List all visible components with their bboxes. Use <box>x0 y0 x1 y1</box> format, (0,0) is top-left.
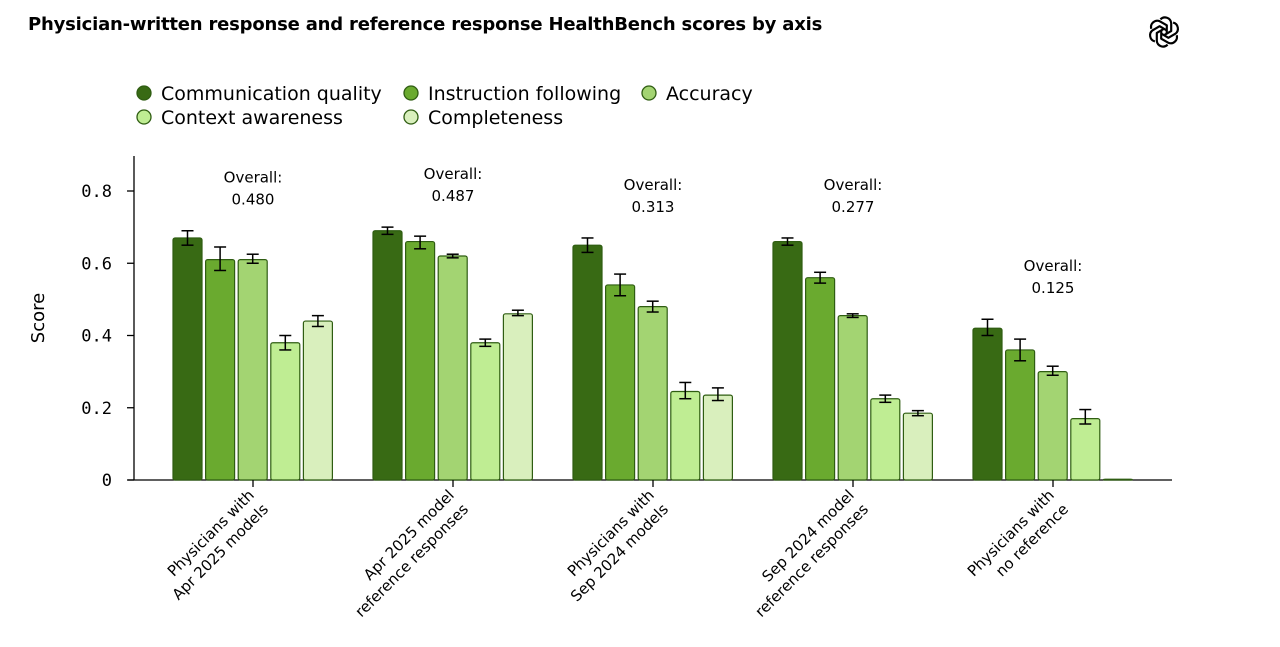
y-tick-label: 0.8 <box>81 182 112 202</box>
bar <box>206 260 235 480</box>
overall-value: 0.480 <box>232 191 275 209</box>
bar <box>671 391 700 480</box>
legend-label: Accuracy <box>666 83 753 105</box>
bar <box>638 307 667 480</box>
overall-annotation: Overall: 0.277 <box>824 176 883 216</box>
bar <box>806 278 835 480</box>
overall-label: Overall: <box>424 165 483 183</box>
legend-item: Context awareness <box>137 107 343 129</box>
legend-item: Instruction following <box>404 83 621 105</box>
legend-swatch <box>642 86 656 100</box>
overall-label: Overall: <box>824 176 883 194</box>
overall-annotation: Overall: 0.125 <box>1024 257 1083 297</box>
legend-swatch <box>137 86 151 100</box>
bar <box>573 245 602 480</box>
overall-annotation: Overall: 0.480 <box>224 169 283 209</box>
overall-value: 0.487 <box>432 187 475 205</box>
legend-item: Accuracy <box>642 83 753 105</box>
legend-swatch <box>404 86 418 100</box>
bar <box>238 260 267 480</box>
overall-label: Overall: <box>1024 257 1083 275</box>
bar <box>1103 479 1132 480</box>
legend-item: Completeness <box>404 107 563 129</box>
legend-swatch <box>137 110 151 124</box>
bar <box>1038 372 1067 480</box>
bar <box>503 314 532 480</box>
overall-label: Overall: <box>224 169 283 187</box>
legend-label: Completeness <box>428 107 563 129</box>
overall-value: 0.125 <box>1032 279 1075 297</box>
bar <box>903 413 932 480</box>
bar <box>303 321 332 480</box>
y-tick-label: 0.4 <box>81 327 112 347</box>
overall-annotation: Overall: 0.313 <box>624 176 683 216</box>
legend-label: Communication quality <box>161 83 382 105</box>
overall-annotation: Overall: 0.487 <box>424 165 483 205</box>
overall-value: 0.277 <box>832 198 875 216</box>
overall-value: 0.313 <box>632 198 675 216</box>
bar <box>606 285 635 480</box>
overall-label: Overall: <box>624 176 683 194</box>
bar-chart: 0 0.2 0.4 0.6 0.8 Score Communication quality I… <box>0 0 1280 647</box>
y-tick-label: 0.6 <box>81 254 112 274</box>
bar <box>871 399 900 480</box>
bar <box>271 343 300 480</box>
bar <box>773 242 802 480</box>
legend-swatch <box>404 110 418 124</box>
legend-label: Instruction following <box>428 83 621 105</box>
bar <box>973 328 1002 480</box>
y-axis-label: Score <box>28 293 49 343</box>
bar <box>373 231 402 480</box>
legend-item: Communication quality <box>137 83 382 105</box>
bar <box>1071 419 1100 480</box>
bar <box>438 256 467 480</box>
bar <box>838 316 867 480</box>
legend-label: Context awareness <box>161 107 343 129</box>
bar <box>1006 350 1035 480</box>
bar <box>406 242 435 480</box>
y-tick-label: 0.2 <box>81 399 112 419</box>
bar <box>471 343 500 480</box>
y-tick-label: 0 <box>102 471 112 491</box>
bar <box>703 395 732 480</box>
bar <box>173 238 202 480</box>
